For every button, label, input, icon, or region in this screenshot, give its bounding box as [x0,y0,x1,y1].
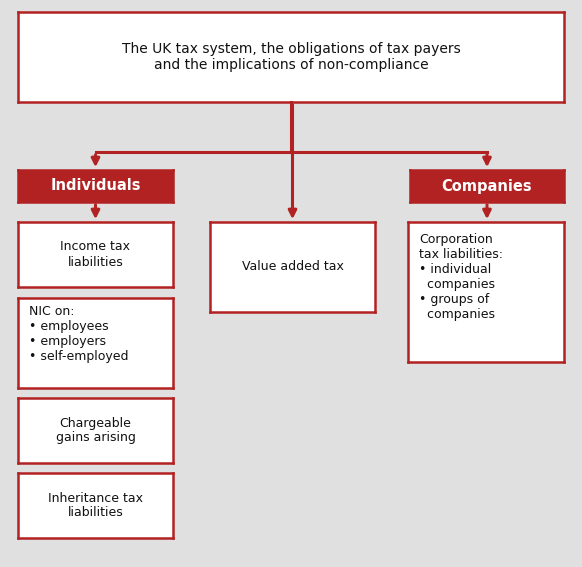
Text: Corporation
tax liabilities:
• individual
  companies
• groups of
  companies: Corporation tax liabilities: • individua… [419,233,503,321]
Text: Value added tax: Value added tax [242,260,343,273]
Text: Individuals: Individuals [50,179,141,193]
Text: Companies: Companies [442,179,533,193]
Text: Chargeable
gains arising: Chargeable gains arising [55,417,136,445]
Text: The UK tax system, the obligations of tax payers
and the implications of non-com: The UK tax system, the obligations of ta… [122,42,460,72]
Text: NIC on:
• employees
• employers
• self-employed: NIC on: • employees • employers • self-e… [29,305,129,363]
Text: Income tax
liabilities: Income tax liabilities [61,240,130,269]
Text: Inheritance tax
liabilities: Inheritance tax liabilities [48,492,143,519]
